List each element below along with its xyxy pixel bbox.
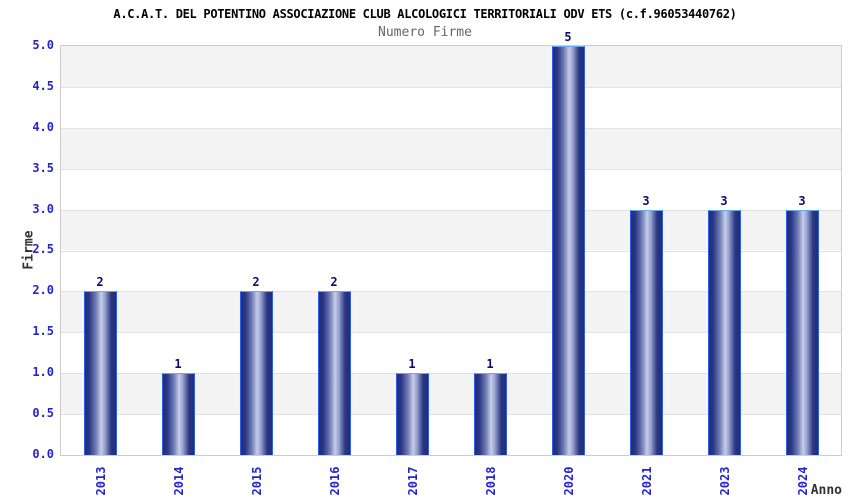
x-tick-label: 2024 xyxy=(796,466,810,496)
gridline xyxy=(61,210,841,211)
bar-2024 xyxy=(786,210,819,455)
bar-value-label: 1 xyxy=(486,357,494,371)
gridline xyxy=(61,169,841,170)
background-band xyxy=(61,127,841,169)
x-tick-label: 2020 xyxy=(562,466,576,496)
chart-title: A.C.A.T. DEL POTENTINO ASSOCIAZIONE CLUB… xyxy=(113,7,737,21)
gridline xyxy=(61,373,841,374)
x-tick-label: 2015 xyxy=(250,466,264,496)
x-tick-label: 2013 xyxy=(94,466,108,496)
y-tick-label: 1.5 xyxy=(32,324,54,338)
y-tick-label: 2.0 xyxy=(32,283,54,297)
bar-value-label: 2 xyxy=(252,275,260,289)
bar-2023 xyxy=(708,210,741,455)
x-tick-label: 2018 xyxy=(484,466,498,496)
chart-subtitle: Numero Firme xyxy=(378,25,472,40)
bar-2014 xyxy=(162,373,195,455)
gridline xyxy=(61,251,841,252)
background-band xyxy=(61,86,841,128)
y-tick-label: 2.5 xyxy=(32,242,54,256)
bar-2017 xyxy=(396,373,429,455)
plot-area xyxy=(60,45,842,456)
bar-2018 xyxy=(474,373,507,455)
bar-value-label: 2 xyxy=(96,275,104,289)
gridline xyxy=(61,291,841,292)
y-tick-label: 4.0 xyxy=(32,120,54,134)
x-tick-label: 2021 xyxy=(640,466,654,496)
y-tick-label: 5.0 xyxy=(32,38,54,52)
y-tick-label: 4.5 xyxy=(32,79,54,93)
background-band xyxy=(61,46,841,87)
gridline xyxy=(61,87,841,88)
x-tick-label: 2017 xyxy=(406,466,420,496)
gridline xyxy=(61,414,841,415)
bar-value-label: 2 xyxy=(330,275,338,289)
x-tick-label: 2023 xyxy=(718,466,732,496)
x-axis-title: Anno xyxy=(810,483,842,498)
y-tick-label: 0.0 xyxy=(32,447,54,461)
y-tick-label: 0.5 xyxy=(32,406,54,420)
x-tick-label: 2014 xyxy=(172,466,186,496)
background-band xyxy=(61,168,841,210)
y-tick-label: 3.5 xyxy=(32,161,54,175)
bar-2015 xyxy=(240,291,273,455)
bar-value-label: 5 xyxy=(564,30,572,44)
y-tick-label: 3.0 xyxy=(32,202,54,216)
gridline xyxy=(61,332,841,333)
gridline xyxy=(61,128,841,129)
bar-2013 xyxy=(84,291,117,455)
bar-value-label: 3 xyxy=(798,194,806,208)
bar-2016 xyxy=(318,291,351,455)
x-tick-label: 2016 xyxy=(328,466,342,496)
y-tick-label: 1.0 xyxy=(32,365,54,379)
bar-2020 xyxy=(552,46,585,455)
bar-value-label: 3 xyxy=(642,194,650,208)
bar-value-label: 3 xyxy=(720,194,728,208)
bar-value-label: 1 xyxy=(174,357,182,371)
bar-value-label: 1 xyxy=(408,357,416,371)
bar-2021 xyxy=(630,210,663,455)
